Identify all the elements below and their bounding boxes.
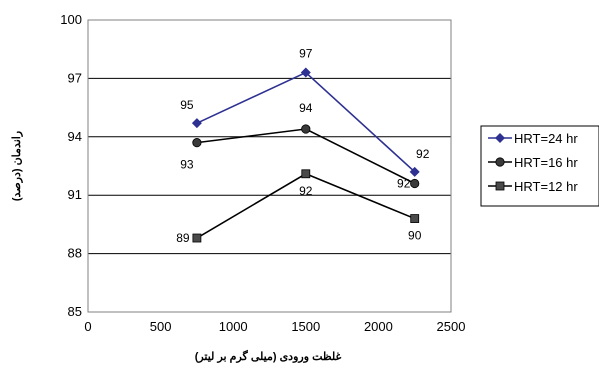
data-point (300, 67, 311, 78)
data-labels: 95 97 92 93 94 92 89 92 90 (176, 47, 429, 245)
x-axis-title: غلظت ورودی (میلی گرم بر لیتر) (195, 349, 342, 363)
data-label: 92 (397, 177, 411, 191)
data-point (410, 214, 420, 223)
legend: HRT=24 hr HRT=16 hr HRT=12 hr (480, 125, 599, 207)
data-point (410, 178, 420, 189)
data-point (301, 124, 311, 134)
data-point (191, 118, 202, 129)
y-tick-label: 91 (68, 187, 82, 202)
legend-items: HRT=24 hr HRT=16 hr HRT=12 hr (488, 131, 578, 194)
y-tick-label: 97 (68, 70, 82, 85)
x-tick-label: 2000 (364, 319, 393, 334)
legend-marker (495, 181, 505, 191)
x-tick-label: 1500 (291, 319, 320, 334)
legend-label: HRT=16 hr (514, 155, 578, 170)
data-point (192, 138, 202, 148)
legend-marker (495, 133, 505, 143)
data-point (192, 233, 202, 243)
legend-label: HRT=24 hr (514, 131, 578, 146)
data-label: 97 (299, 47, 313, 61)
y-tick-label: 88 (68, 246, 82, 261)
y-axis-title: راندمان (درصد) (11, 131, 23, 201)
plot-area (87, 19, 452, 313)
x-tick-label: 0 (84, 319, 91, 334)
data-label: 95 (180, 98, 194, 112)
y-tick-label: 85 (68, 304, 82, 319)
x-tick-label: 2500 (437, 319, 466, 334)
x-tick-label: 1000 (219, 319, 248, 334)
legend-label: HRT=12 hr (514, 179, 578, 194)
data-label: 94 (299, 101, 313, 115)
x-tick-label: 500 (150, 319, 172, 334)
data-label: 90 (408, 229, 422, 243)
legend-marker (495, 157, 505, 167)
data-label: 89 (176, 231, 190, 245)
gridlines (88, 77, 451, 255)
y-tick-label: 94 (68, 129, 82, 144)
data-point (301, 169, 311, 179)
series-line (196, 71, 416, 173)
data-point (409, 166, 420, 177)
data-label: 93 (180, 158, 194, 172)
data-label: 92 (416, 147, 430, 161)
y-tick-label: 100 (60, 12, 82, 27)
data-label: 92 (299, 184, 313, 198)
series-layer (191, 67, 420, 243)
